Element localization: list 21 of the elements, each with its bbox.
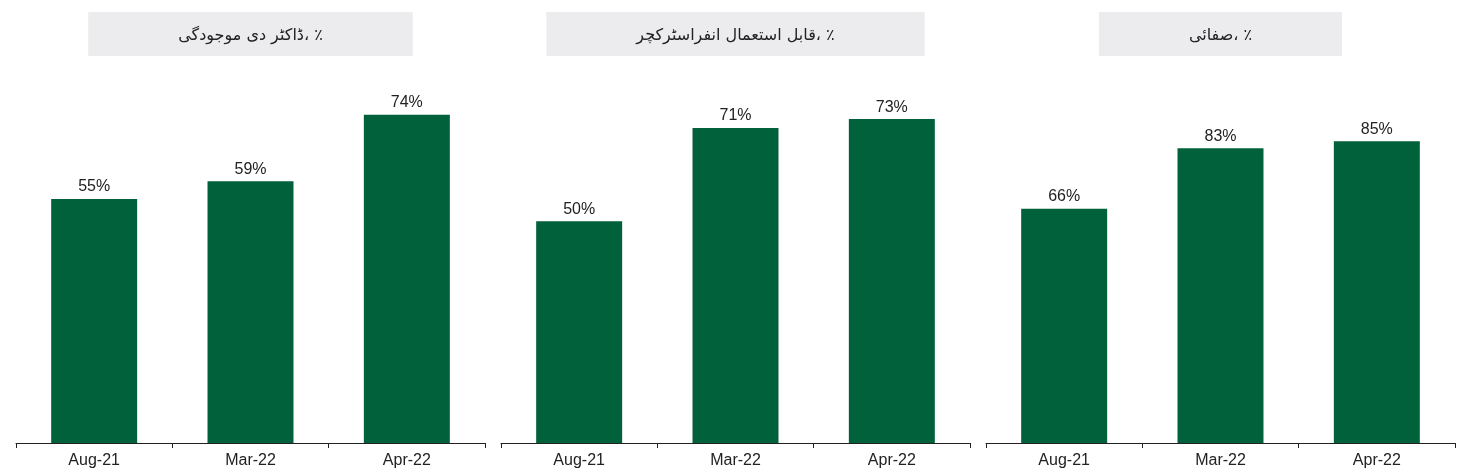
data-label: 85% xyxy=(1360,119,1393,137)
x-tick-label: Aug-21 xyxy=(553,450,606,468)
chart-title: ڈاکٹر دی موجودگی، ٪ xyxy=(178,24,323,45)
x-tick-label: Apr-22 xyxy=(382,450,431,468)
data-label: 55% xyxy=(78,177,111,195)
data-label: 50% xyxy=(563,199,596,217)
x-tick-label: Apr-22 xyxy=(1352,450,1401,468)
x-tick-label: Aug-21 xyxy=(68,450,121,468)
data-label: 66% xyxy=(1048,187,1081,205)
data-label: 73% xyxy=(875,97,908,115)
data-label: 59% xyxy=(234,159,267,177)
data-label: 83% xyxy=(1204,126,1237,144)
data-label: 71% xyxy=(719,106,752,124)
chart-title: قابل استعمال انفراسٹرکچر، ٪ xyxy=(635,24,835,45)
chart-title: صفائی، ٪ xyxy=(1188,24,1253,44)
x-tick-label: Mar-22 xyxy=(225,450,276,468)
x-tick-label: Apr-22 xyxy=(867,450,916,468)
x-tick-label: Aug-21 xyxy=(1038,450,1091,468)
data-label: 74% xyxy=(390,93,423,111)
x-tick-label: Mar-22 xyxy=(1195,450,1246,468)
x-tick-label: Mar-22 xyxy=(710,450,761,468)
